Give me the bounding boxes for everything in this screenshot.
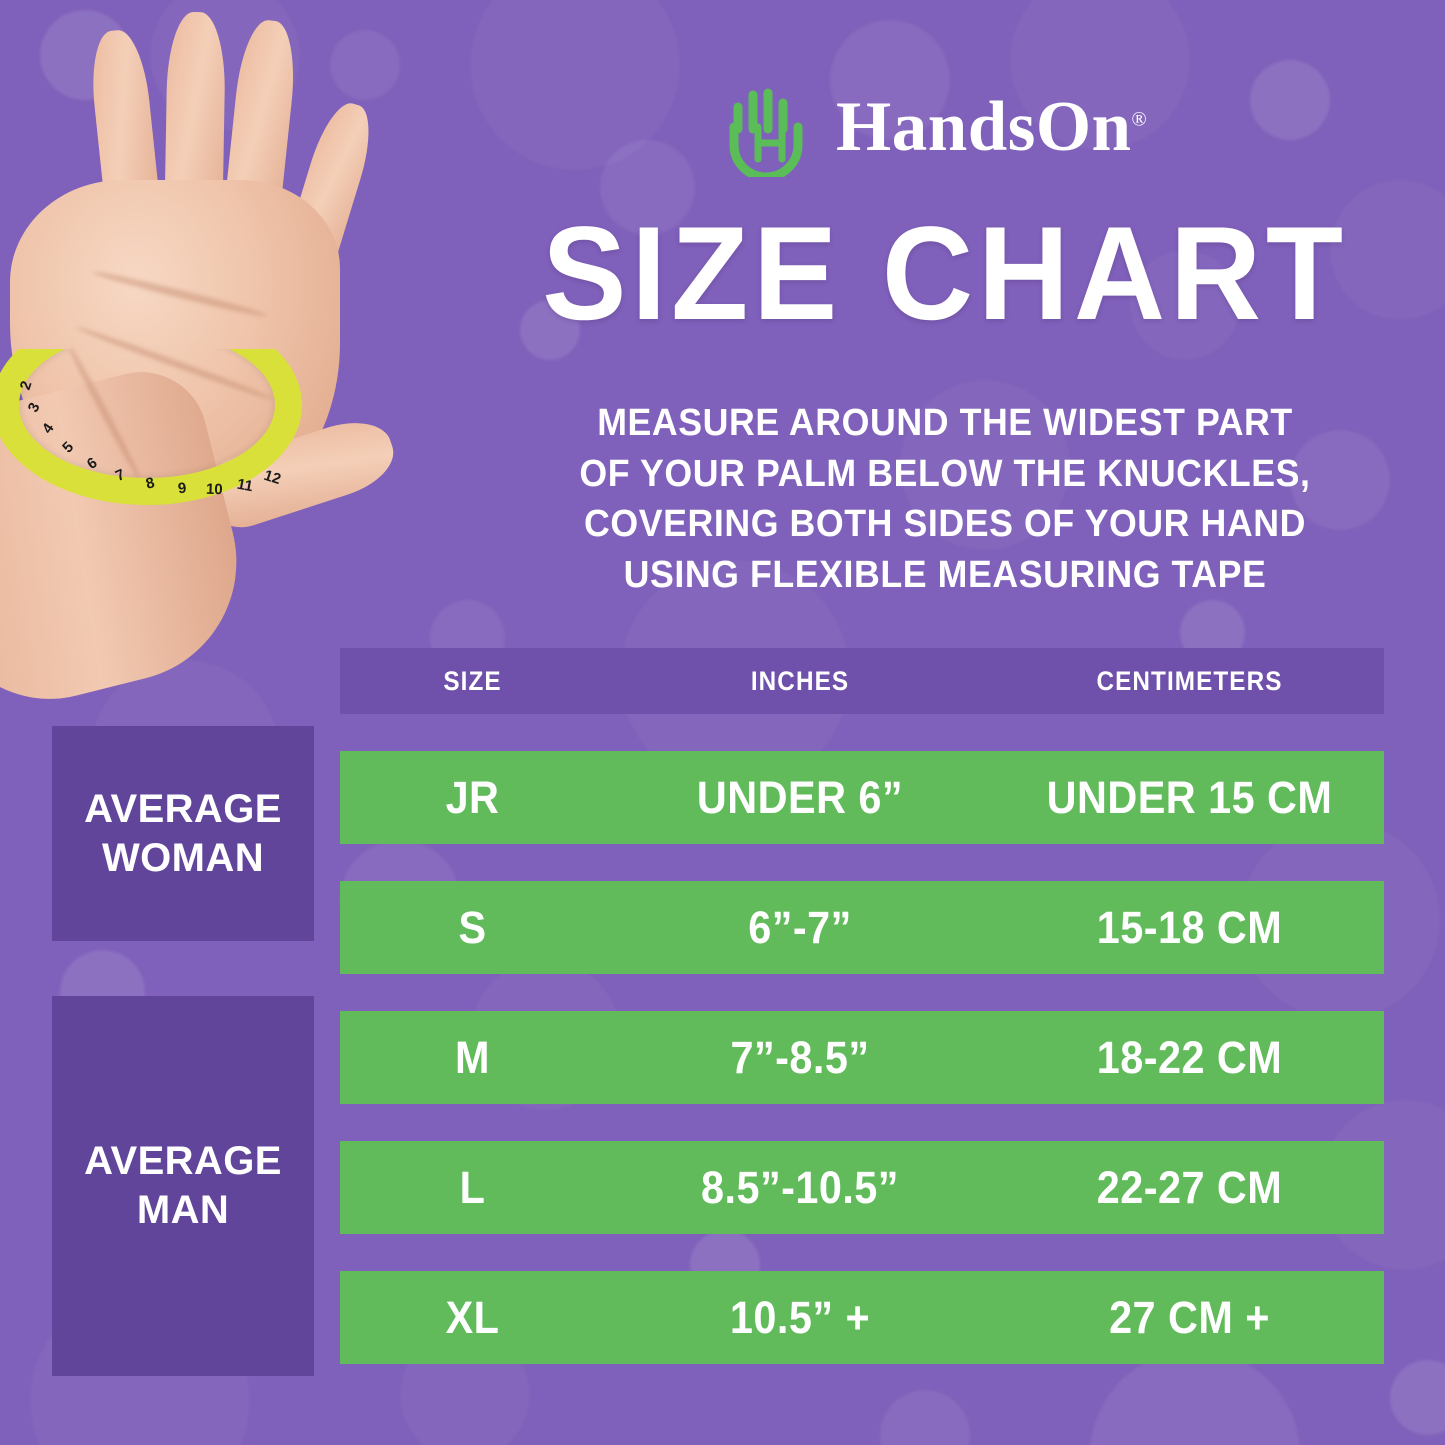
category-average-man: AVERAGE MAN <box>52 996 314 1376</box>
cell-size: L <box>459 1161 486 1213</box>
hand-logo-icon <box>722 77 810 182</box>
hand-with-tape-measure-photo: 2 3 4 5 6 7 8 9 10 11 12 <box>0 11 490 722</box>
cell-centimeters: 15-18 CM <box>1096 901 1283 953</box>
size-table: SIZE INCHES CENTIMETERS JR UNDER 6” UNDE… <box>340 648 1384 1364</box>
cell-size: S <box>458 901 487 953</box>
page-title: SIZE CHART <box>542 200 1348 348</box>
table-row: S 6”-7” 15-18 CM <box>340 881 1384 974</box>
cell-centimeters: 18-22 CM <box>1096 1031 1283 1083</box>
tape-measure: 2 3 4 5 6 7 8 9 10 11 12 <box>0 305 302 510</box>
category-line-1: AVERAGE <box>84 786 282 831</box>
table-row: XL 10.5” + 27 CM + <box>340 1271 1384 1364</box>
cell-inches: UNDER 6” <box>696 771 904 823</box>
category-line-2: MAN <box>136 1188 230 1232</box>
category-label: AVERAGE WOMAN <box>84 785 282 883</box>
measuring-instructions: MEASURE AROUND THE WIDEST PART OF YOUR P… <box>546 398 1345 600</box>
table-header-row: SIZE INCHES CENTIMETERS <box>340 648 1384 714</box>
brand-logo: HandsOn® <box>722 72 1192 182</box>
column-header-size: SIZE <box>443 665 502 696</box>
table-row: L 8.5”-10.5” 22-27 CM <box>340 1141 1384 1234</box>
instruction-line: MEASURE AROUND THE WIDEST PART <box>597 402 1293 444</box>
brand-wordmark: HandsOn® <box>836 91 1148 163</box>
cell-centimeters: 27 CM + <box>1109 1291 1270 1343</box>
cell-size: XL <box>445 1291 500 1343</box>
cell-centimeters: 22-27 CM <box>1096 1161 1283 1213</box>
column-header-inches: INCHES <box>750 665 850 696</box>
category-average-woman: AVERAGE WOMAN <box>52 726 314 941</box>
category-line-1: AVERAGE <box>84 1139 282 1184</box>
cell-inches: 6”-7” <box>748 901 852 953</box>
category-line-2: WOMAN <box>102 835 264 880</box>
cell-inches: 10.5” + <box>729 1291 871 1343</box>
cell-centimeters: UNDER 15 CM <box>1046 771 1333 823</box>
cell-inches: 7”-8.5” <box>730 1031 870 1083</box>
cell-size: M <box>455 1031 490 1083</box>
column-header-centimeters: CENTIMETERS <box>1096 665 1283 696</box>
table-row: JR UNDER 6” UNDER 15 CM <box>340 751 1384 844</box>
instruction-line: COVERING BOTH SIDES OF YOUR HAND <box>584 503 1306 546</box>
cell-inches: 8.5”-10.5” <box>701 1161 899 1213</box>
instruction-line: USING FLEXIBLE MEASURING TAPE <box>623 553 1267 596</box>
table-row: M 7”-8.5” 18-22 CM <box>340 1011 1384 1104</box>
cell-size: JR <box>445 771 500 823</box>
brand-name: HandsOn <box>836 87 1132 166</box>
category-label: AVERAGE MAN <box>84 1137 282 1235</box>
registered-trademark-icon: ® <box>1131 107 1148 130</box>
instruction-line: OF YOUR PALM BELOW THE KNUCKLES, <box>579 452 1311 495</box>
